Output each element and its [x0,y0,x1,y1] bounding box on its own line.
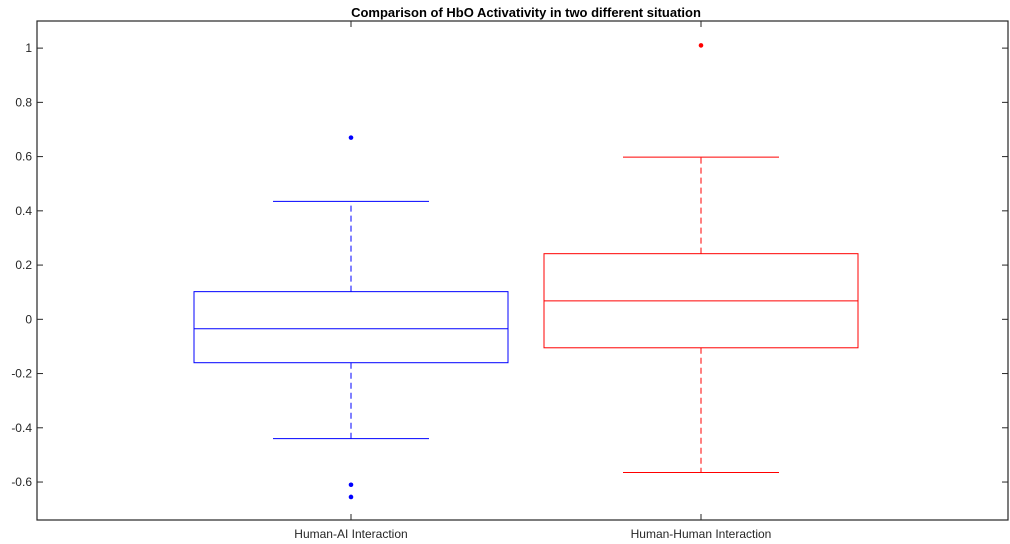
plot-area [193,43,859,500]
y-tick-label: 0.4 [15,204,32,218]
iqr-box [193,291,509,364]
y-tick-label: -0.2 [11,367,32,381]
box-group [543,43,859,474]
axes: -0.6 -0.4 -0.2 0 0.2 0.4 0.6 0.8 1 Human-AI Inter… [11,20,1009,541]
box-group [193,135,509,500]
outlier-point [348,135,354,140]
y-tick-label: 0 [25,312,32,326]
x-tick-label: Human-AI Interaction [294,527,407,541]
y-tick-label: 0.6 [15,150,32,164]
y-tick-label: -0.6 [11,475,32,489]
outlier-point [698,43,704,48]
y-tick-label: 1 [25,41,32,55]
outlier-point [348,482,354,488]
y-tick-label: 0.8 [15,95,32,109]
x-tick-label: Human-Human Interaction [631,527,772,541]
outlier-point [348,494,354,500]
y-tick-label: -0.4 [11,421,32,435]
y-tick-label: 0.2 [15,258,32,272]
chart-title: Comparison of HbO Activativity in two di… [351,5,701,20]
axes-box [36,20,1009,521]
